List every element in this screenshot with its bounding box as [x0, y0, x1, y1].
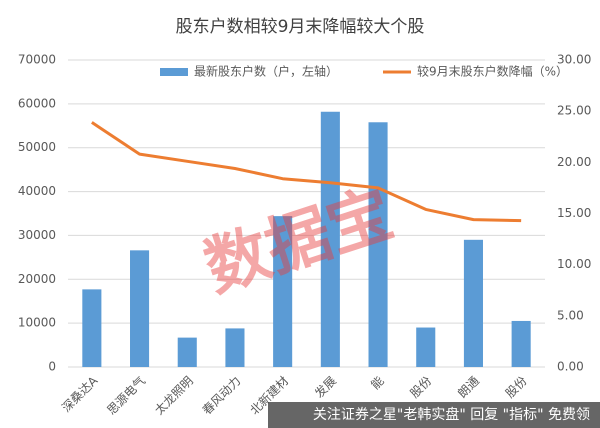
- bar: [225, 328, 245, 367]
- chart-title: 股东户数相较9月末降幅较大个股: [176, 17, 425, 37]
- y2-tick-label: 30.00: [557, 53, 591, 67]
- y2-tick-label: 25.00: [557, 104, 591, 118]
- legend-label: 较9月末股东户数降幅（%）: [417, 64, 568, 79]
- y2-tick-label: 15.00: [557, 206, 591, 220]
- y2-tick-label: 20.00: [557, 155, 591, 169]
- y-tick-label: 20000: [18, 272, 56, 286]
- footer-text: 关注证券之星"老韩实盘" 回复 "指标" 免费领: [313, 406, 590, 423]
- y-tick-label: 30000: [18, 228, 56, 242]
- bar: [320, 111, 340, 367]
- bar: [368, 122, 388, 367]
- y-tick-label: 60000: [18, 96, 56, 110]
- bar: [82, 289, 102, 367]
- y-tick-label: 10000: [18, 316, 56, 330]
- legend-label: 最新股东户数（户，左轴）: [194, 64, 338, 79]
- y2-tick-label: 0.00: [557, 360, 584, 374]
- line: [91, 121, 522, 223]
- legend-swatch: [160, 68, 188, 76]
- bar: [130, 250, 150, 367]
- y-tick-label: 0: [48, 360, 56, 374]
- y2-tick-label: 10.00: [557, 257, 591, 271]
- y2-tick-label: 5.00: [557, 308, 584, 322]
- bar: [273, 216, 293, 367]
- y-tick-label: 50000: [18, 140, 56, 154]
- bar: [416, 327, 436, 367]
- bar: [177, 337, 197, 367]
- y-tick-label: 70000: [18, 53, 56, 67]
- footer-banner: [268, 402, 600, 428]
- y-tick-label: 40000: [18, 184, 56, 198]
- bar: [511, 320, 531, 367]
- bar: [463, 239, 483, 367]
